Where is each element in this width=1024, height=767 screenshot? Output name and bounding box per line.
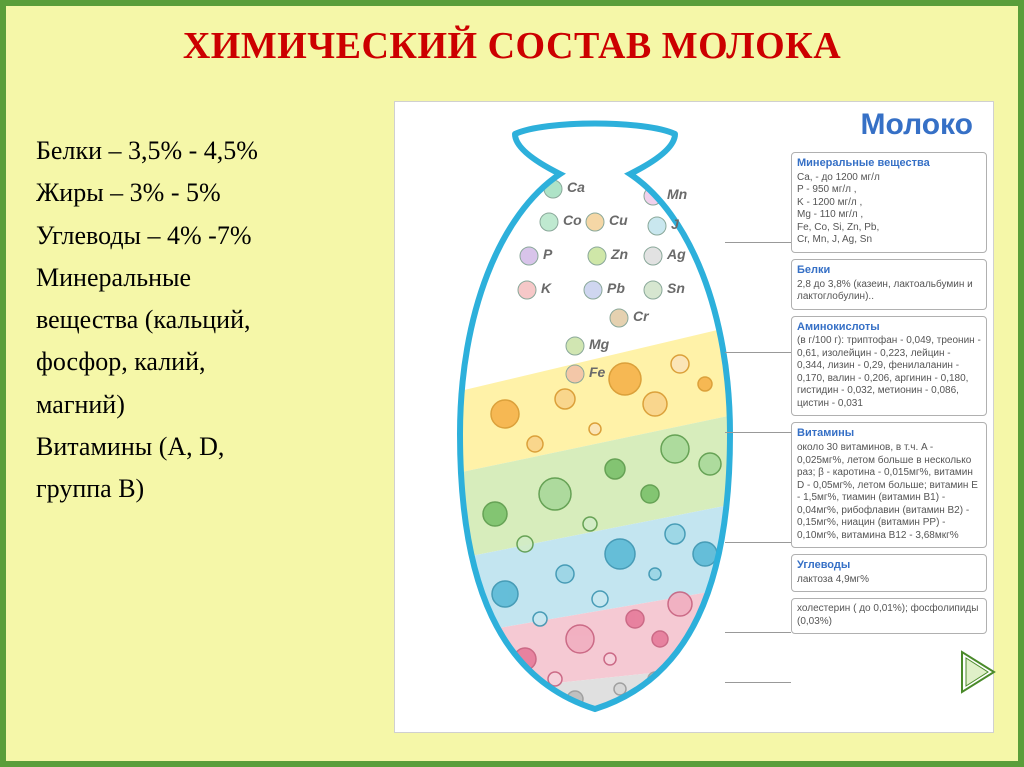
bubble xyxy=(671,355,689,373)
row-carbs: Углеводы – 4% -7% xyxy=(36,216,376,256)
composition-list: Белки – 3,5% - 4,5% Жиры – 3% - 5% Углев… xyxy=(36,131,376,512)
bubble xyxy=(533,612,547,626)
element-label: Mg xyxy=(589,336,609,352)
element-label: Ca xyxy=(567,179,585,195)
bubble xyxy=(492,581,518,607)
info-box-title: Углеводы xyxy=(797,559,981,573)
element-circle xyxy=(586,213,604,231)
bubble xyxy=(698,377,712,391)
element-circle xyxy=(644,247,662,265)
row-minerals-l4: магний) xyxy=(36,385,376,425)
bubble xyxy=(649,568,661,580)
bubble xyxy=(527,436,543,452)
row-vitamins-l1: Витамины (А, D, xyxy=(36,427,376,467)
jug-title: Молоко xyxy=(861,108,974,142)
element-label: J xyxy=(671,216,679,232)
bubble xyxy=(605,459,625,479)
info-box: холестерин ( до 0,01%); фосфолипиды (0,0… xyxy=(791,598,987,634)
bubble xyxy=(555,389,575,409)
info-box: Белки2,8 до 3,8% (казеин, лактоальбумин … xyxy=(791,259,987,310)
bubble xyxy=(566,625,594,653)
bubble xyxy=(589,423,601,435)
next-arrow-button[interactable] xyxy=(958,648,1000,701)
element-circle xyxy=(610,309,628,327)
element-circle xyxy=(540,213,558,231)
bubble xyxy=(614,683,626,695)
element-circle xyxy=(518,281,536,299)
bubble xyxy=(517,536,533,552)
row-minerals-l1: Минеральные xyxy=(36,258,376,298)
element-label: Fe xyxy=(589,364,605,380)
row-minerals-l2: вещества (кальций, xyxy=(36,300,376,340)
element-label: Zn xyxy=(611,246,628,262)
info-box-body: около 30 витаминов, в т.ч. A - 0,025мг%,… xyxy=(797,442,981,542)
element-label: Mn xyxy=(667,186,687,202)
row-minerals-l3: фосфор, калий, xyxy=(36,342,376,382)
bubble xyxy=(693,542,717,566)
bubble xyxy=(539,478,571,510)
jug-svg xyxy=(405,114,785,724)
bubble xyxy=(483,502,507,526)
bubble xyxy=(626,610,644,628)
element-circle xyxy=(648,217,666,235)
info-box: Витаминыоколо 30 витаминов, в т.ч. A - 0… xyxy=(791,422,987,548)
info-box-body: 2,8 до 3,8% (казеин, лактоальбумин и лак… xyxy=(797,279,981,304)
element-label: Cr xyxy=(633,308,649,324)
slide-title: ХИМИЧЕСКИЙ СОСТАВ МОЛОКА xyxy=(6,6,1018,78)
slide-root: ХИМИЧЕСКИЙ СОСТАВ МОЛОКА Белки – 3,5% - … xyxy=(0,0,1024,767)
element-circle xyxy=(584,281,602,299)
info-box-body: (в г/100 г): триптофан - 0,049, треонин … xyxy=(797,335,981,410)
bubble xyxy=(604,653,616,665)
info-box: Углеводылактоза 4,9мг% xyxy=(791,554,987,592)
arrow-right-icon xyxy=(958,648,1000,696)
row-fats: Жиры – 3% - 5% xyxy=(36,173,376,213)
row-proteins: Белки – 3,5% - 4,5% xyxy=(36,131,376,171)
row-vitamins-l2: группа В) xyxy=(36,469,376,509)
info-box-title: Белки xyxy=(797,264,981,278)
bubble xyxy=(661,435,689,463)
info-box-body: Ca, - до 1200 мг/л P - 950 мг/л , K - 12… xyxy=(797,172,981,247)
element-circle xyxy=(520,247,538,265)
bubble xyxy=(652,631,668,647)
bubble xyxy=(699,453,721,475)
element-label: Pb xyxy=(607,280,625,296)
element-label: Cu xyxy=(609,212,628,228)
element-circle xyxy=(588,247,606,265)
info-box-body: лактоза 4,9мг% xyxy=(797,574,981,587)
element-label: K xyxy=(541,280,551,296)
bubble xyxy=(583,517,597,531)
jug-diagram: Ca Co Cu P Zn K Pb Cr Mg Fe Mn J Ag Sn xyxy=(405,114,785,724)
info-column: Минеральные веществаCa, - до 1200 мг/л P… xyxy=(791,152,987,640)
element-circle xyxy=(566,365,584,383)
bubble xyxy=(605,539,635,569)
element-label: Sn xyxy=(667,280,685,296)
bubble xyxy=(609,363,641,395)
element-circle xyxy=(566,337,584,355)
jug-rim xyxy=(515,124,675,135)
info-box-title: Аминокислоты xyxy=(797,321,981,335)
bubble xyxy=(668,592,692,616)
bubble xyxy=(641,485,659,503)
bubble xyxy=(665,524,685,544)
info-box-title: Витамины xyxy=(797,427,981,441)
info-box-body: холестерин ( до 0,01%); фосфолипиды (0,0… xyxy=(797,603,981,628)
bubble xyxy=(643,392,667,416)
info-box-title: Минеральные вещества xyxy=(797,157,981,171)
info-box: Аминокислоты(в г/100 г): триптофан - 0,0… xyxy=(791,316,987,417)
info-box: Минеральные веществаCa, - до 1200 мг/л P… xyxy=(791,152,987,253)
bubble xyxy=(491,400,519,428)
element-label: P xyxy=(543,246,552,262)
element-circle xyxy=(644,281,662,299)
infographic-panel: Молоко xyxy=(394,101,994,733)
element-label: Ag xyxy=(667,246,686,262)
element-label: Co xyxy=(563,212,582,228)
bubble xyxy=(556,565,574,583)
bubble xyxy=(592,591,608,607)
